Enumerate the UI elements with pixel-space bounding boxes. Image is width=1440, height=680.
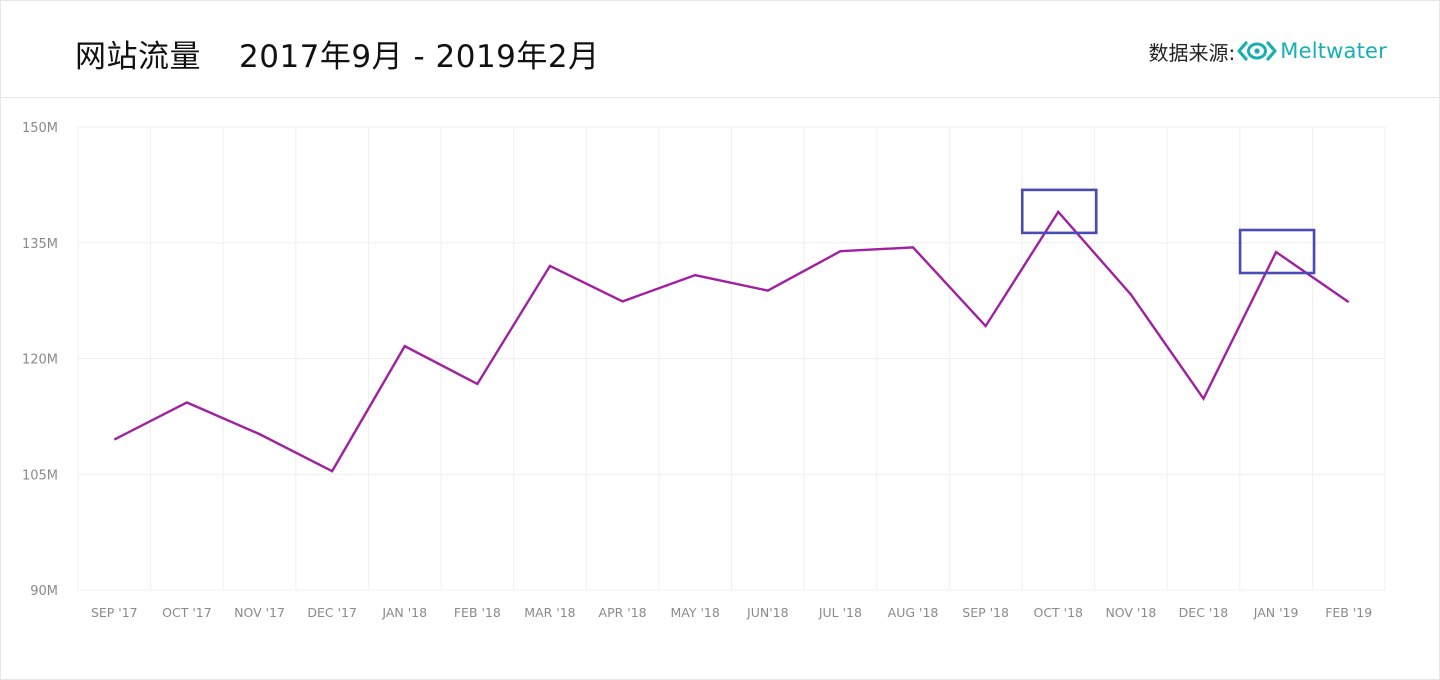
x-tick-label: DEC '17 <box>307 605 357 620</box>
y-tick-label: 90M <box>30 584 58 599</box>
meltwater-logo-icon <box>1237 39 1277 63</box>
x-tick-label: JAN '18 <box>381 605 427 620</box>
date-range: 2017年9月 - 2019年2月 <box>239 39 600 75</box>
title-text: 网站流量 <box>75 39 201 75</box>
y-tick-label: 150M <box>22 121 58 136</box>
x-tick-label: JUN'18 <box>746 605 789 620</box>
x-tick-label: NOV '18 <box>1105 605 1156 620</box>
y-tick-label: 105M <box>22 468 58 483</box>
brand-name: Meltwater <box>1280 39 1387 63</box>
x-tick-label: SEP '17 <box>91 605 138 620</box>
series-line <box>113 209 1350 473</box>
highlight-box <box>1238 228 1316 275</box>
x-tick-label: AUG '18 <box>888 605 939 620</box>
x-axis: SEP '17 OCT '17 NOV '17 DEC '17 JAN '18 FEB '… <box>91 605 1372 620</box>
x-tick-label: FEB '19 <box>1325 605 1372 620</box>
x-tick-label: MAY '18 <box>671 605 720 620</box>
chart-title: 网站流量 2017年9月 - 2019年2月 <box>75 31 600 76</box>
x-tick-label: JAN '19 <box>1253 605 1299 620</box>
x-tick-label: OCT '17 <box>162 605 212 620</box>
x-tick-label: MAR '18 <box>524 605 575 620</box>
series <box>113 209 1350 473</box>
y-axis: 90M 105M 120M 135M 150M <box>22 121 58 599</box>
highlights <box>1020 188 1316 275</box>
x-tick-label: JUL '18 <box>818 605 862 620</box>
x-tick-label: FEB '18 <box>454 605 501 620</box>
chart-header: 网站流量 2017年9月 - 2019年2月 数据来源: Meltwater <box>1 1 1439 98</box>
y-tick-label: 135M <box>22 237 58 252</box>
x-tick-label: OCT '18 <box>1033 605 1083 620</box>
x-tick-label: SEP '18 <box>962 605 1009 620</box>
source-label: 数据来源: <box>1148 40 1236 65</box>
grid <box>77 126 1386 591</box>
y-tick-label: 120M <box>22 353 58 368</box>
x-tick-label: NOV '17 <box>234 605 285 620</box>
highlight-box <box>1020 188 1098 235</box>
x-tick-label: APR '18 <box>599 605 647 620</box>
x-tick-label: DEC '18 <box>1179 605 1229 620</box>
data-source: 数据来源: Meltwater <box>1149 35 1388 67</box>
